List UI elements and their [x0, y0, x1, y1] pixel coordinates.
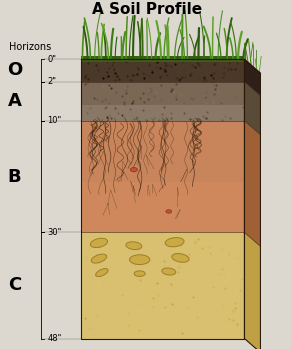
Polygon shape — [244, 232, 260, 349]
Text: 10": 10" — [47, 116, 61, 125]
Text: 48": 48" — [47, 334, 61, 343]
Polygon shape — [244, 121, 260, 246]
Ellipse shape — [126, 242, 142, 250]
Bar — [81, 82, 244, 121]
Bar — [81, 59, 244, 339]
Text: 30": 30" — [47, 228, 61, 237]
Text: Horizons: Horizons — [9, 42, 51, 52]
Ellipse shape — [129, 255, 150, 265]
Ellipse shape — [162, 268, 176, 275]
Bar — [81, 121, 244, 232]
Text: 2": 2" — [47, 77, 56, 86]
Ellipse shape — [96, 269, 108, 276]
Text: O: O — [7, 61, 22, 80]
Ellipse shape — [134, 271, 145, 276]
Bar — [81, 232, 244, 339]
Bar — [81, 56, 244, 62]
Ellipse shape — [90, 238, 108, 247]
Bar — [81, 182, 244, 232]
Bar — [81, 59, 244, 82]
Text: A: A — [8, 92, 22, 110]
Bar — [81, 105, 244, 121]
Text: C: C — [8, 276, 21, 295]
Text: B: B — [8, 168, 21, 186]
Text: A Soil Profile: A Soil Profile — [92, 2, 202, 17]
Ellipse shape — [166, 210, 172, 213]
Text: 0": 0" — [47, 55, 56, 64]
Polygon shape — [244, 59, 260, 96]
Ellipse shape — [165, 238, 184, 247]
Ellipse shape — [91, 254, 107, 263]
Ellipse shape — [172, 253, 189, 262]
Ellipse shape — [130, 168, 137, 172]
Polygon shape — [244, 82, 260, 135]
